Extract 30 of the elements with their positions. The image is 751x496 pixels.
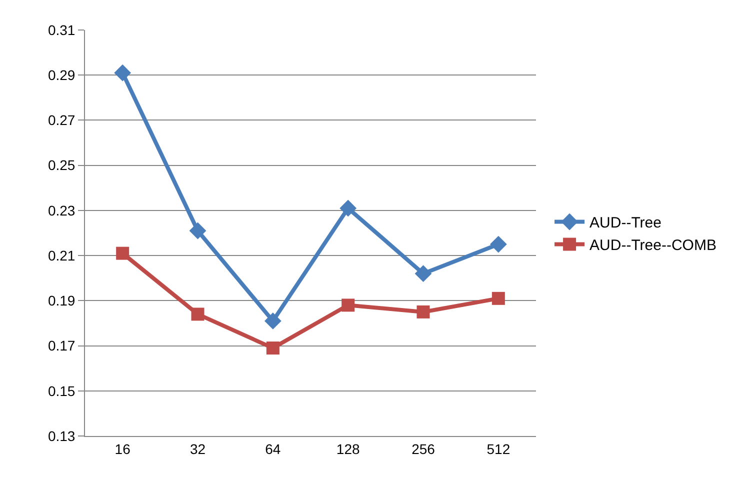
x-tick-label: 16	[114, 440, 131, 457]
y-tick-label: 0.25	[48, 157, 76, 174]
point	[492, 292, 505, 305]
y-tick-label: 0.23	[48, 202, 76, 218]
legend-label: AUD--Tree	[590, 214, 662, 232]
x-tick-label: 64	[265, 440, 281, 457]
y-tick-label: 0.17	[48, 338, 76, 354]
point	[490, 236, 507, 253]
point	[189, 222, 206, 240]
point	[116, 246, 130, 260]
y-tick-label: 0.27	[48, 112, 76, 128]
x-tick-label: 32	[190, 440, 206, 457]
y-tick-label: 0.31	[48, 22, 76, 38]
point	[340, 200, 357, 217]
point	[264, 312, 282, 330]
y-tick-label: 0.13	[48, 428, 76, 444]
y-tick-label: 0.19	[48, 292, 76, 309]
y-tick-label: 0.21	[48, 247, 76, 264]
x-tick-label: 128	[336, 440, 360, 457]
y-tick-label: 0.15	[48, 382, 76, 399]
point	[114, 64, 132, 82]
point	[266, 342, 280, 355]
point	[414, 265, 432, 282]
legend-label: AUD--Tree--COMB	[590, 237, 716, 254]
y-tick-label: 0.29	[48, 67, 76, 84]
point	[342, 298, 355, 312]
x-tick-label: 256	[412, 440, 436, 457]
point	[416, 305, 430, 318]
x-tick-label: 512	[486, 440, 510, 457]
point	[191, 308, 204, 321]
